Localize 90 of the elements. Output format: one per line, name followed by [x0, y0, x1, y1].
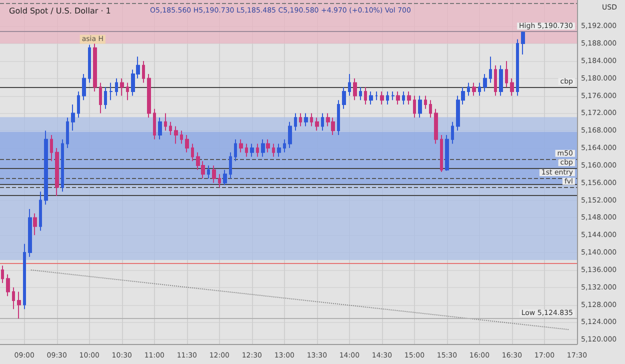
candlestick	[424, 95, 427, 110]
candlestick	[266, 138, 270, 153]
candlestick	[445, 134, 449, 172]
candlestick	[88, 44, 91, 84]
candlestick	[44, 130, 48, 206]
candlestick	[440, 134, 443, 172]
candlestick	[71, 104, 75, 132]
candlestick	[158, 117, 162, 140]
candlestick	[418, 95, 422, 118]
candlestick	[499, 64, 503, 96]
candlestick	[147, 74, 151, 118]
candlestick	[61, 138, 64, 192]
candlestick	[239, 138, 243, 153]
candlestick	[478, 82, 481, 96]
candlestick	[359, 86, 362, 101]
candlestick	[472, 82, 476, 96]
candlestick	[218, 174, 221, 188]
candlestick	[82, 74, 86, 101]
candlestick	[315, 117, 319, 132]
text: Gold Spot / U.S. Dollar · 1	[9, 6, 111, 16]
candlestick	[1, 265, 4, 284]
candlestick	[77, 90, 80, 118]
candlestick	[489, 56, 492, 84]
candlestick	[93, 43, 97, 92]
candlestick	[33, 212, 37, 236]
candlestick	[283, 138, 286, 153]
candlestick	[229, 152, 232, 180]
candlestick	[180, 130, 183, 144]
candlestick	[402, 90, 405, 106]
candlestick	[99, 82, 102, 114]
candlestick	[348, 74, 351, 96]
candlestick	[386, 90, 389, 106]
candlestick	[109, 82, 113, 101]
candlestick	[66, 117, 69, 149]
candlestick	[272, 143, 275, 158]
candlestick	[375, 90, 378, 101]
candlestick	[407, 90, 411, 106]
candlestick	[494, 64, 497, 96]
candlestick	[12, 286, 15, 310]
candlestick	[28, 208, 32, 258]
candlestick	[467, 82, 470, 96]
candlestick	[245, 143, 248, 158]
candlestick	[6, 274, 10, 297]
candlestick	[510, 78, 514, 96]
candlestick	[169, 121, 172, 136]
candlestick	[115, 78, 118, 96]
candlestick	[304, 112, 308, 127]
candlestick	[299, 112, 302, 127]
candlestick	[451, 121, 454, 144]
candlestick	[364, 86, 367, 106]
candlestick	[516, 38, 519, 96]
candlestick	[413, 95, 416, 118]
candlestick	[337, 100, 340, 136]
candlestick	[174, 126, 178, 144]
candlestick	[434, 108, 438, 144]
candlestick	[23, 243, 26, 310]
candlestick	[17, 291, 21, 320]
candlestick	[310, 112, 313, 127]
candlestick	[261, 138, 265, 158]
candlestick	[505, 60, 508, 88]
candlestick	[380, 90, 384, 106]
candlestick	[521, 31, 525, 55]
candlestick	[256, 143, 259, 158]
candlestick	[212, 164, 216, 184]
candlestick	[191, 143, 194, 162]
candlestick	[353, 78, 357, 101]
candlestick	[396, 90, 400, 106]
candlestick	[321, 112, 324, 132]
candlestick	[50, 134, 53, 162]
candlestick	[104, 86, 107, 110]
candlestick	[391, 90, 395, 101]
candlestick	[153, 108, 156, 140]
candlestick	[185, 134, 189, 153]
candlestick	[369, 90, 373, 106]
candlestick	[164, 112, 167, 132]
candlestick	[288, 121, 292, 149]
candlestick	[483, 74, 487, 92]
candlestick	[250, 143, 254, 158]
candlestick	[55, 148, 59, 196]
candlestick	[39, 191, 42, 232]
candlestick	[207, 164, 210, 180]
candlestick	[277, 143, 281, 158]
candlestick	[126, 82, 129, 101]
candlestick	[294, 112, 297, 132]
candlestick	[342, 86, 346, 110]
candlestick	[120, 78, 124, 96]
candlestick	[142, 60, 145, 84]
candlestick	[234, 138, 237, 162]
candlestick	[223, 169, 227, 186]
candlestick	[429, 100, 432, 118]
